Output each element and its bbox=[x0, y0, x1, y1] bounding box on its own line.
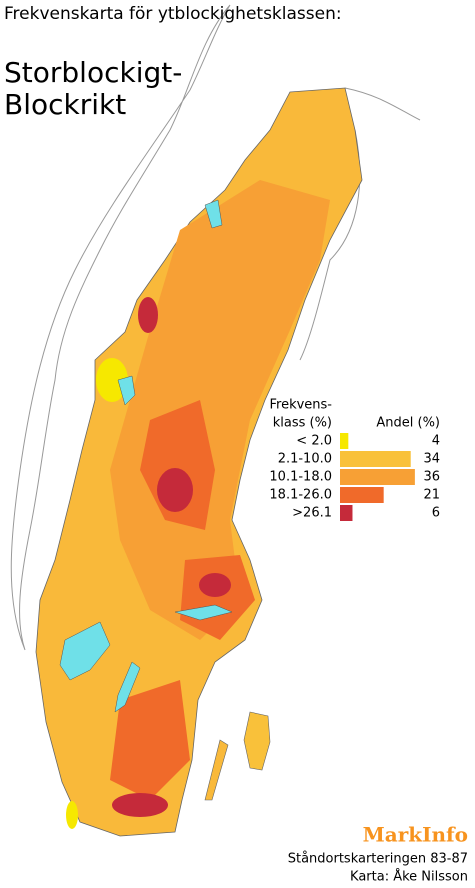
area-extreme bbox=[112, 793, 168, 817]
norway-border bbox=[10, 4, 231, 651]
legend-share: 6 bbox=[432, 506, 440, 521]
logo: MarkInfo bbox=[363, 823, 468, 847]
gotland bbox=[243, 711, 271, 771]
area-extreme bbox=[157, 468, 193, 512]
area-very-high bbox=[110, 680, 190, 800]
legend-share: 4 bbox=[432, 434, 440, 449]
legend-share: 34 bbox=[423, 452, 440, 467]
legend-bar bbox=[340, 487, 384, 503]
lake-malaren bbox=[174, 604, 233, 621]
legend-bar bbox=[340, 505, 353, 521]
area-high bbox=[110, 180, 330, 640]
lake-north bbox=[204, 199, 223, 229]
area-extreme bbox=[199, 573, 231, 597]
legend-class-header: klass (%) bbox=[273, 416, 332, 431]
legend-class-header: Frekvens- bbox=[269, 398, 332, 413]
area-low bbox=[66, 801, 78, 829]
credit: Ståndortskarteringen 83-87 bbox=[288, 852, 468, 867]
lake-vanern bbox=[59, 621, 111, 681]
credit: Karta: Åke Nilsson bbox=[350, 869, 468, 885]
area-extreme bbox=[138, 297, 158, 333]
frequency-areas bbox=[66, 180, 330, 829]
legend-bar bbox=[340, 433, 349, 449]
lake-storsjon bbox=[117, 375, 136, 406]
legend-share-header: Andel (%) bbox=[376, 416, 440, 431]
oland bbox=[204, 739, 229, 801]
legend-class-label: >26.1 bbox=[292, 506, 332, 521]
legend-share: 21 bbox=[423, 488, 440, 503]
legend-class-label: < 2.0 bbox=[296, 434, 332, 449]
legend-class-label: 18.1-26.0 bbox=[269, 488, 332, 503]
legend: Frekvens- klass (%) Andel (%) < 2.0 4 2.1-… bbox=[269, 398, 440, 521]
map-subtitle: Blockrikt bbox=[4, 88, 126, 121]
legend-bar bbox=[340, 451, 411, 467]
legend-class-label: 10.1-18.0 bbox=[269, 470, 332, 485]
legend-share: 36 bbox=[423, 470, 440, 485]
legend-class-label: 2.1-10.0 bbox=[278, 452, 332, 467]
map-subtitle: Storblockigt- bbox=[4, 56, 182, 89]
lakes bbox=[59, 199, 233, 713]
area-low bbox=[96, 358, 128, 402]
lake-vattern bbox=[114, 661, 141, 713]
map-title: Frekvenskarta för ytblockighetsklassen: bbox=[4, 4, 342, 24]
legend-bar bbox=[340, 469, 415, 485]
